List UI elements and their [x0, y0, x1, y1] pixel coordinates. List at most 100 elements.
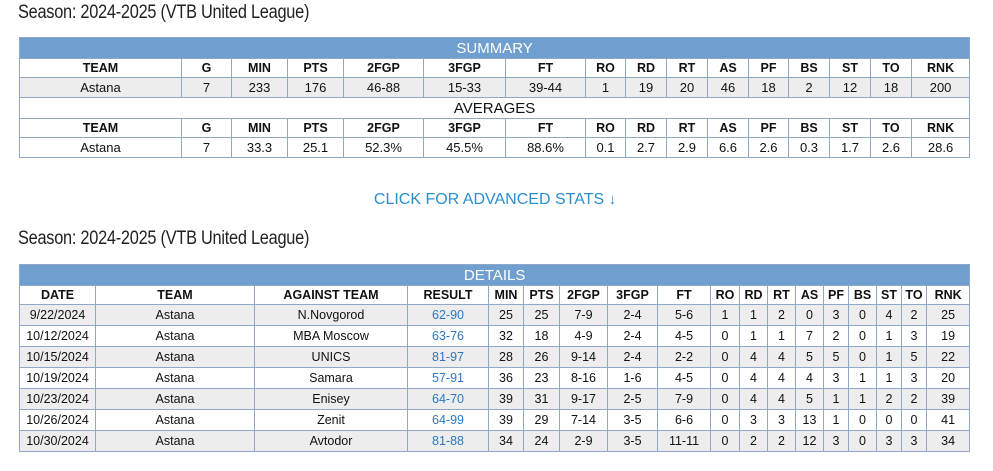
details-cell-3: 63-76: [407, 325, 489, 347]
details-cell-1: Astana: [95, 409, 255, 431]
details-cell-10: 4: [739, 367, 768, 389]
summary-header-11: PF: [748, 58, 789, 78]
details-cell-12: 7: [795, 325, 824, 347]
details-cell-4: 34: [488, 430, 524, 452]
details-header-10: RD: [739, 285, 768, 305]
details-cell-12: 5: [795, 346, 824, 368]
details-cell-6: 9-17: [559, 388, 608, 410]
summary-cell-14: 18: [870, 77, 912, 98]
details-cell-16: 5: [901, 346, 927, 368]
details-header-12: AS: [795, 285, 824, 305]
averages-header-0: TEAM: [19, 118, 182, 138]
averages-cell-14: 2.6: [870, 137, 912, 158]
details-cell-14: 0: [848, 346, 877, 368]
details-cell-14: 0: [848, 430, 877, 452]
details-cell-9: 0: [710, 388, 740, 410]
details-cell-15: 3: [876, 430, 902, 452]
result-link[interactable]: 81-88: [432, 434, 464, 448]
details-banner: DETAILS: [18, 264, 971, 286]
details-cell-11: 1: [767, 325, 796, 347]
summary-header-12: BS: [788, 58, 830, 78]
details-cell-17: 19: [925, 325, 971, 347]
details-cell-7: 3-5: [607, 409, 658, 431]
result-link[interactable]: 81-97: [432, 350, 464, 364]
averages-header-9: RT: [666, 118, 708, 138]
details-header-5: PTS: [523, 285, 560, 305]
averages-cell-3: 25.1: [287, 137, 344, 158]
details-cell-5: 31: [523, 388, 560, 410]
details-cell-7: 3-5: [607, 430, 658, 452]
details-cell-17: 20: [925, 367, 971, 389]
averages-cell-5: 45.5%: [423, 137, 506, 158]
details-cell-4: 36: [488, 367, 524, 389]
details-header-9: RO: [710, 285, 740, 305]
details-cell-3: 64-70: [407, 388, 489, 410]
result-link[interactable]: 63-76: [432, 329, 464, 343]
summary-header-7: RO: [585, 58, 626, 78]
details-cell-1: Astana: [95, 430, 255, 452]
details-cell-0: 10/15/2024: [19, 346, 96, 368]
summary-cell-6: 39-44: [505, 77, 586, 98]
averages-cell-13: 1.7: [829, 137, 871, 158]
details-cell-10: 2: [739, 430, 768, 452]
table-row: 10/12/2024 Astana MBA Moscow 63-76 32 18 4-9 2-…: [19, 325, 971, 347]
details-cell-10: 4: [739, 346, 768, 368]
details-cell-6: 7-9: [559, 304, 608, 326]
averages-header-11: PF: [748, 118, 789, 138]
averages-header-2: MIN: [231, 118, 288, 138]
details-cell-9: 0: [710, 430, 740, 452]
details-cell-5: 24: [523, 430, 560, 452]
details-cell-1: Astana: [95, 304, 255, 326]
averages-header-3: PTS: [287, 118, 344, 138]
averages-header-12: BS: [788, 118, 830, 138]
result-link[interactable]: 62-90: [432, 308, 464, 322]
summary-cell-5: 15-33: [423, 77, 506, 98]
details-cell-12: 4: [795, 367, 824, 389]
result-link[interactable]: 57-91: [432, 371, 464, 385]
details-cell-9: 0: [710, 409, 740, 431]
details-cell-16: 2: [901, 304, 927, 326]
averages-cell-1: 7: [181, 137, 232, 158]
averages-cell-12: 0.3: [788, 137, 830, 158]
details-header-6: 2FGP: [559, 285, 608, 305]
details-cell-9: 1: [710, 304, 740, 326]
summary-cell-13: 12: [829, 77, 871, 98]
details-cell-17: 41: [925, 409, 971, 431]
details-cell-1: Astana: [95, 367, 255, 389]
details-cell-0: 10/26/2024: [19, 409, 96, 431]
details-cell-10: 1: [739, 325, 768, 347]
details-cell-10: 3: [739, 409, 768, 431]
details-cell-11: 4: [767, 346, 796, 368]
details-cell-13: 3: [823, 304, 849, 326]
result-link[interactable]: 64-70: [432, 392, 464, 406]
details-cell-11: 2: [767, 430, 796, 452]
details-cell-0: 10/19/2024: [19, 367, 96, 389]
averages-cell-10: 6.6: [707, 137, 749, 158]
averages-cell-15: 28.6: [910, 137, 971, 158]
details-cell-0: 10/30/2024: [19, 430, 96, 452]
details-cell-6: 2-9: [559, 430, 608, 452]
summary-header-2: MIN: [231, 58, 288, 78]
details-cell-15: 1: [876, 325, 902, 347]
summary-table: SUMMARY TEAM G MIN PTS 2FGP 3FGP FT RO RD RT AS PF B…: [18, 37, 971, 158]
details-cell-13: 5: [823, 346, 849, 368]
details-cell-2: MBA Moscow: [254, 325, 408, 347]
advanced-stats-label: CLICK FOR ADVANCED STATS: [373, 191, 605, 208]
details-cell-8: 4-5: [657, 367, 711, 389]
season-title: Season: 2024-2025 (VTB United League): [18, 2, 310, 23]
details-cell-2: UNICS: [254, 346, 408, 368]
details-cell-15: 1: [876, 346, 902, 368]
averages-banner: AVERAGES: [18, 97, 971, 119]
details-cell-6: 4-9: [559, 325, 608, 347]
details-cell-1: Astana: [95, 388, 255, 410]
advanced-stats-link[interactable]: CLICK FOR ADVANCED STATS ↓: [0, 191, 990, 209]
table-row: 10/19/2024 Astana Samara 57-91 36 23 8-16 1-6 4-…: [19, 367, 971, 389]
details-cell-16: 3: [901, 367, 927, 389]
details-cell-2: N.Novgorod: [254, 304, 408, 326]
summary-header-6: FT: [505, 58, 586, 78]
summary-header-0: TEAM: [19, 58, 182, 78]
details-cell-1: Astana: [95, 325, 255, 347]
details-header-17: RNK: [925, 285, 971, 305]
details-cell-11: 3: [767, 409, 796, 431]
result-link[interactable]: 64-99: [432, 413, 464, 427]
